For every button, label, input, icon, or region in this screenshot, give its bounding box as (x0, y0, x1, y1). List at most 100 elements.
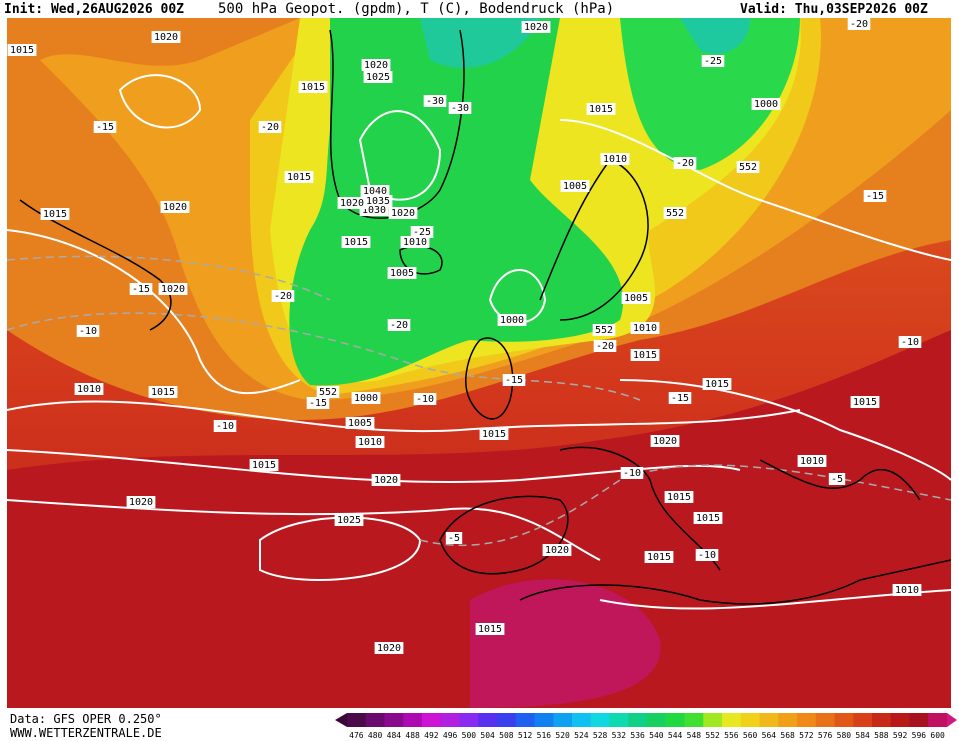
contour-label: 1005 (624, 293, 648, 304)
colorbar-swatch (590, 713, 610, 727)
contour-label: 1010 (800, 456, 824, 467)
data-source: Data: GFS OPER 0.250° (10, 712, 162, 726)
label-box (306, 397, 330, 409)
label-box (828, 473, 846, 485)
contour-label: 1020 (340, 198, 364, 209)
colorbar-label: 480 (368, 731, 383, 740)
label-box (621, 292, 651, 304)
contour-label: -25 (413, 227, 431, 238)
label-box (797, 455, 827, 467)
colorbar-label: 512 (518, 731, 533, 740)
colorbar-label: 584 (855, 731, 870, 740)
valid-time: Valid: Thu,03SEP2026 00Z (740, 2, 928, 17)
contour-label: 1015 (667, 492, 691, 503)
colorbar-swatch (890, 713, 910, 727)
label-box (298, 81, 328, 93)
contour-label: 1025 (337, 515, 361, 526)
contour-label: 552 (666, 208, 684, 219)
colorbar-swatch (534, 713, 554, 727)
label-box (359, 204, 389, 216)
colorbar-swatch (347, 713, 367, 727)
colorbar-swatch (609, 713, 629, 727)
label-box (355, 436, 385, 448)
label-box (148, 386, 178, 398)
website: WWW.WETTERZENTRALE.DE (10, 726, 162, 740)
contour-label: -15 (671, 393, 689, 404)
contour-label: 1040 (363, 186, 387, 197)
contour-label: -20 (390, 320, 408, 331)
colorbar-label: 564 (762, 731, 777, 740)
colorbar-swatch (740, 713, 760, 727)
colorbar-swatch (515, 713, 535, 727)
label-box (497, 314, 527, 326)
colorbar-swatch (628, 713, 648, 727)
label-box (502, 374, 526, 386)
contour-label: -10 (901, 337, 919, 348)
contour-label: 1015 (344, 237, 368, 248)
contour-label: 1015 (633, 350, 657, 361)
label-box (542, 544, 572, 556)
colorbar-swatch (797, 713, 817, 727)
contour-label: 1000 (754, 99, 778, 110)
contour-label: -15 (309, 398, 327, 409)
label-box (751, 98, 781, 110)
colorbar-swatch (478, 713, 498, 727)
contour-label: 1020 (545, 545, 569, 556)
contour-label: 1035 (366, 196, 390, 207)
colorbar-label: 532 (612, 731, 627, 740)
contour-label: -15 (132, 284, 150, 295)
label-box (448, 102, 472, 114)
colorbar-swatch (422, 713, 442, 727)
label-box (371, 474, 401, 486)
label-box (158, 283, 188, 295)
label-box (160, 201, 190, 213)
contour-label: 1015 (301, 82, 325, 93)
colorbar-label: 476 (349, 731, 364, 740)
label-box (388, 207, 418, 219)
map-area: 1015 1020 1020 1025 1015 1020 1015 1000 552 1010 1… (7, 18, 951, 708)
label-box (600, 153, 630, 165)
label-box (693, 512, 723, 524)
contour-label: 1015 (287, 172, 311, 183)
colorbar-label: 540 (649, 731, 664, 740)
label-box (387, 267, 417, 279)
colorbar-swatch (703, 713, 723, 727)
label-box (374, 642, 404, 654)
contour-label: 1015 (43, 209, 67, 220)
contour-label: 1010 (77, 384, 101, 395)
colorbar-label: 524 (574, 731, 589, 740)
contour-label: 1005 (563, 181, 587, 192)
label-box (695, 549, 719, 561)
label-box (479, 428, 509, 440)
contour-label: -30 (426, 96, 444, 107)
colorbar-label: 568 (780, 731, 795, 740)
label-box (74, 383, 104, 395)
contour-label: 1020 (391, 208, 415, 219)
label-box (284, 171, 314, 183)
contour-label: -25 (704, 56, 722, 67)
label-box (363, 71, 393, 83)
contour-label: -20 (596, 341, 614, 352)
colorbar: 476 480 484 488 492 496 500 504 508 512 516 520 524 5… (335, 713, 957, 740)
colorbar-label: 520 (555, 731, 570, 740)
colorbar-swatch (553, 713, 573, 727)
label-box (410, 226, 434, 238)
contour-label: 1020 (154, 32, 178, 43)
colorbar-label: 596 (912, 731, 927, 740)
contour-label: -15 (505, 375, 523, 386)
label-box (863, 190, 887, 202)
colorbar-swatch (778, 713, 798, 727)
label-box (668, 392, 692, 404)
contour-label: -5 (448, 533, 460, 544)
label-box (258, 121, 282, 133)
label-box (316, 386, 340, 398)
colorbar-swatch (440, 713, 460, 727)
label-box (271, 290, 295, 302)
label-box (445, 532, 463, 544)
colorbar-label: 484 (387, 731, 402, 740)
contour-label: 1020 (377, 643, 401, 654)
colorbar-swatch (647, 713, 667, 727)
label-box (387, 319, 411, 331)
contour-labels: 1015 1020 1020 1025 1015 1020 1015 1000 552 1010 1… (7, 18, 922, 654)
